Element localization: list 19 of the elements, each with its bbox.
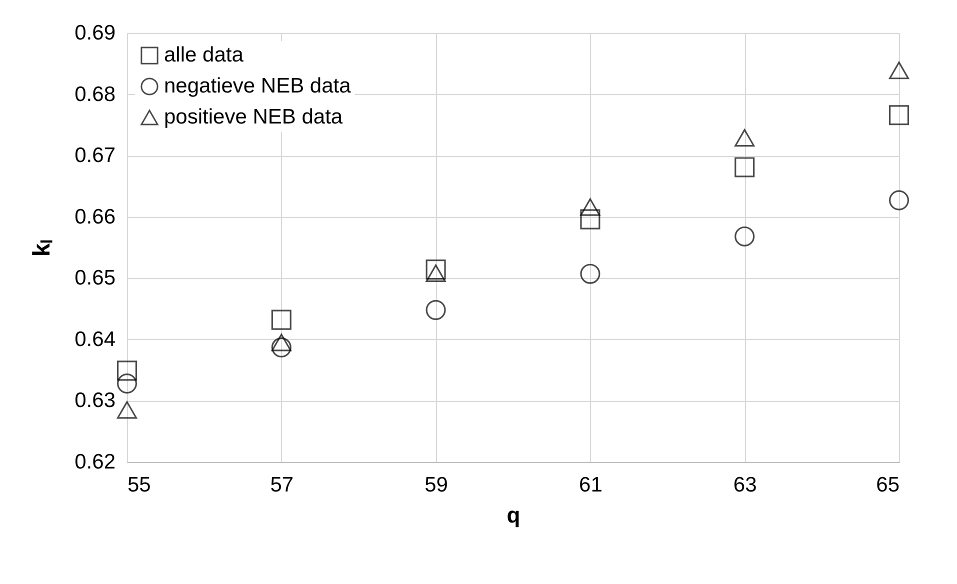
y-tick-label: 0.62 xyxy=(74,450,116,474)
y-axis-title: kₗ xyxy=(28,239,56,257)
y-tick-label: 0.63 xyxy=(74,389,116,412)
y-tick-label: 0.64 xyxy=(74,328,116,351)
legend-label: negatieve NEB data xyxy=(164,74,352,98)
x-tick-label: 59 xyxy=(424,474,448,496)
x-tick-label: 63 xyxy=(733,474,757,496)
y-tick-label: 0.69 xyxy=(74,22,116,44)
y-tick-label: 0.65 xyxy=(74,266,116,290)
x-tick-label: 65 xyxy=(876,474,900,496)
legend-label: positieve NEB data xyxy=(164,106,343,128)
x-tick-label: 61 xyxy=(579,474,602,496)
y-tick-label: 0.68 xyxy=(74,82,116,106)
y-tick-label: 0.66 xyxy=(74,205,116,228)
x-tick-label: 57 xyxy=(270,474,294,496)
x-tick-label: 55 xyxy=(128,474,151,496)
y-tick-label: 0.67 xyxy=(74,144,116,168)
x-axis-title: q xyxy=(506,502,520,528)
legend-label: alle data xyxy=(164,44,244,66)
